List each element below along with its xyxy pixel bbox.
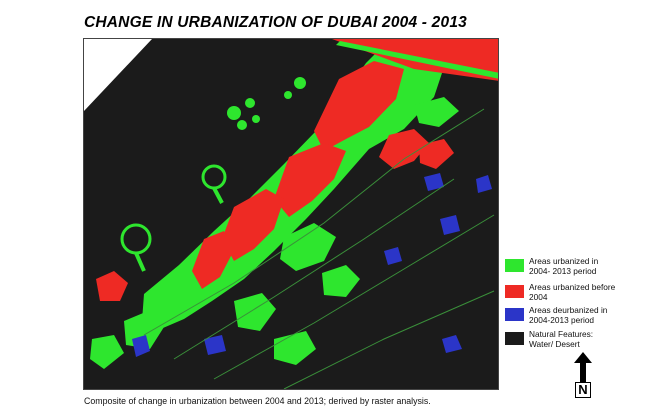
legend-swatch <box>505 308 524 321</box>
deurbanized-patch-5 <box>440 215 460 235</box>
north-label: N <box>575 382 591 398</box>
palm-jumeirah <box>201 164 227 204</box>
urban-core-old-2 <box>274 143 346 217</box>
legend-item-deurbanized: Areas deurbanized in 2004-2013 period <box>505 305 645 333</box>
south-patch-2 <box>90 335 124 369</box>
legend-label-line: 2004-2013 period <box>529 315 595 325</box>
world-islands <box>227 98 260 130</box>
legend-label-line: Water/ Desert <box>529 339 580 349</box>
urbanization-map <box>83 38 499 390</box>
inland-patch-1 <box>280 223 336 271</box>
legend-item-old-urban: Areas urbanized before 2004 <box>505 282 645 310</box>
legend-label-line: 2004- 2013 period <box>529 266 597 276</box>
legend-label-line: Natural Features: <box>529 329 594 339</box>
legend-swatch <box>505 332 524 345</box>
east-patch-2 <box>419 139 454 169</box>
urban-core-old-5 <box>379 129 429 169</box>
airport-strip <box>336 41 498 79</box>
map-canvas <box>84 39 498 389</box>
legend-swatch <box>505 285 524 298</box>
legend-label: Areas deurbanized in 2004-2013 period <box>529 305 645 325</box>
deurbanized-patch-1 <box>132 335 150 357</box>
legend-label: Areas urbanized before 2004 <box>529 282 645 302</box>
legend-label-line: Areas urbanized in <box>529 256 599 266</box>
deurbanized-patch-4 <box>476 175 492 193</box>
east-patch-1 <box>414 97 459 127</box>
map-title: CHANGE IN URBANIZATION OF DUBAI 2004 - 2… <box>84 14 467 31</box>
deurbanized-patch-6 <box>442 335 462 353</box>
deurbanized-patch-7 <box>384 247 402 265</box>
urban-core-old-4 <box>192 231 232 289</box>
deurbanized-patch-3 <box>424 173 444 191</box>
legend-label-line: Areas deurbanized in <box>529 305 608 315</box>
legend-label: Areas urbanized in 2004- 2013 period <box>529 256 645 276</box>
deurbanized-patch-2 <box>204 335 226 355</box>
palm-jebel-ali <box>120 223 152 272</box>
legend-swatch <box>505 259 524 272</box>
legend-label: Natural Features: Water/ Desert <box>529 329 645 349</box>
legend-label-line: 2004 <box>529 292 548 302</box>
road-network <box>143 108 495 389</box>
urban-core-old-3 <box>222 189 284 261</box>
legend-item-new-urban: Areas urbanized in 2004- 2013 period <box>505 256 645 284</box>
urban-core-old-1 <box>314 61 404 151</box>
deira-islands <box>284 77 306 99</box>
map-caption: Composite of change in urbanization betw… <box>84 396 431 406</box>
south-patch-old <box>96 271 128 301</box>
outside-area <box>84 39 152 111</box>
inland-patch-2 <box>322 265 360 297</box>
legend-label-line: Areas urbanized before <box>529 282 616 292</box>
legend-item-natural: Natural Features: Water/ Desert <box>505 329 645 357</box>
north-arrow-icon <box>574 352 592 382</box>
